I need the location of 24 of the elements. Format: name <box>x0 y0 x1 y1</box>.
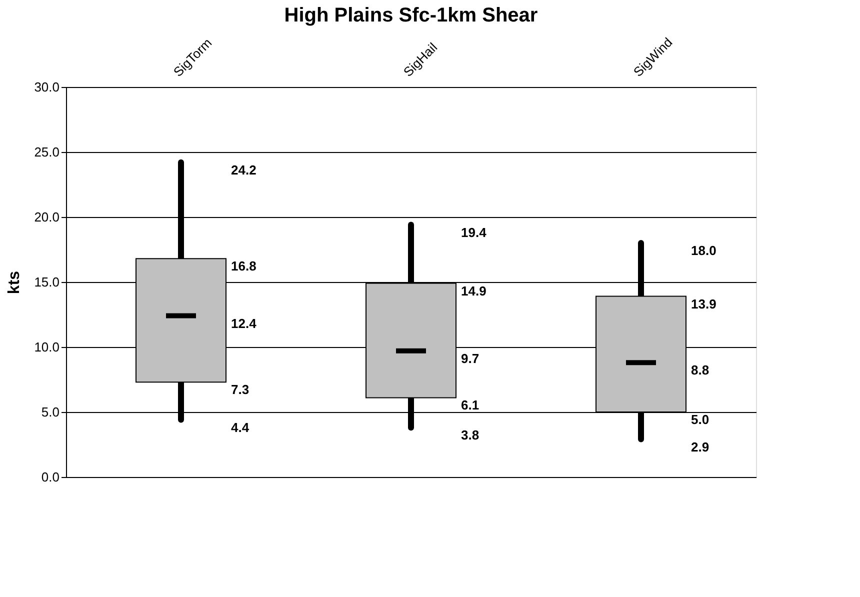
y-tick-label: 20.0 <box>34 210 60 224</box>
chart-title: High Plains Sfc-1km Shear <box>284 4 538 27</box>
annotation: 16.8 <box>231 258 256 274</box>
y-tick-label: 30.0 <box>34 80 60 94</box>
annotation: 2.9 <box>691 439 710 454</box>
y-tick-label: 0.0 <box>41 470 60 484</box>
annotation: 4.4 <box>231 420 250 435</box>
y-tick-label: 5.0 <box>41 404 60 420</box>
annotation: 19.4 <box>461 224 488 240</box>
annotation: 3.8 <box>461 428 480 443</box>
y-tick-label: 10.0 <box>34 340 60 354</box>
annotation: 13.9 <box>691 296 716 312</box>
y-axis-title: kts <box>6 270 24 294</box>
annotation: 24.2 <box>231 162 256 178</box>
annotation: 7.3 <box>231 382 250 398</box>
annotation: 18.0 <box>691 243 716 258</box>
annotation: 8.8 <box>691 362 710 378</box>
annotation: 9.7 <box>461 350 480 366</box>
y-tick-label: 25.0 <box>34 144 60 160</box>
y-tick-label: 15.0 <box>34 274 60 290</box>
annotation: 5.0 <box>691 412 710 427</box>
annotation: 6.1 <box>461 398 480 413</box>
annotation: 12.4 <box>231 316 258 331</box>
annotation: 14.9 <box>461 283 486 298</box>
